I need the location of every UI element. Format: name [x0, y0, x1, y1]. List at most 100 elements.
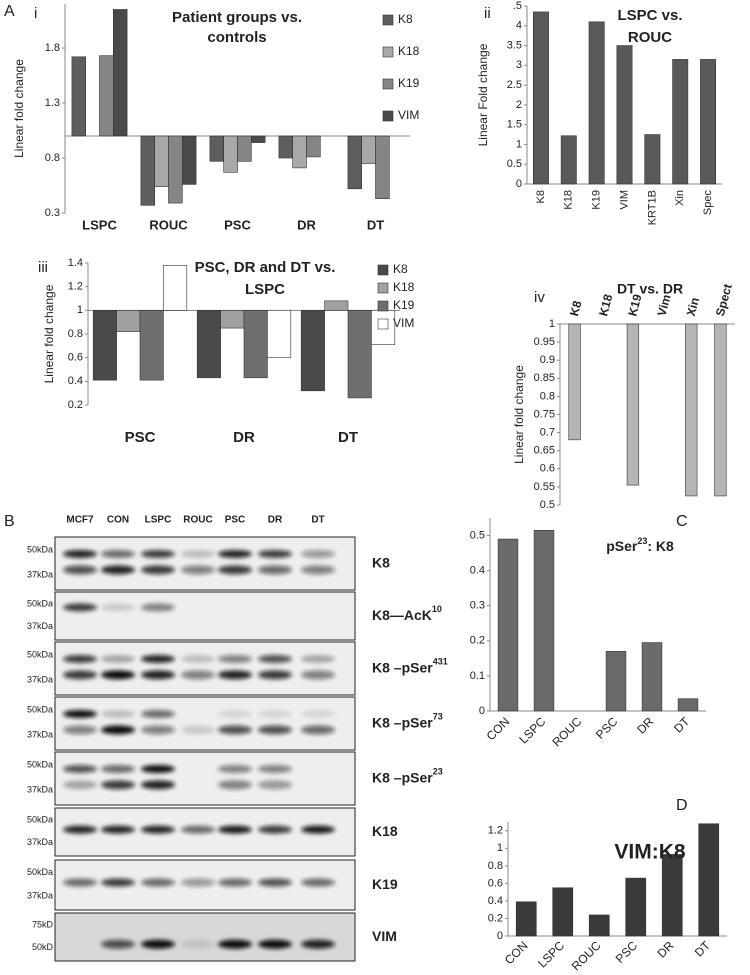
x-tick-label: KRT1B [646, 190, 658, 225]
y-tick-label: 0.2 [68, 399, 83, 411]
y-tick-label: 1 [549, 318, 555, 330]
legend-swatch [377, 300, 389, 312]
panel-label: i [34, 5, 37, 22]
bar [714, 323, 727, 497]
y-tick-label: 0.6 [540, 463, 555, 475]
blot-band [101, 780, 135, 790]
blot-label: K8—AcK10 [372, 604, 442, 622]
x-tick-label: DR [654, 938, 676, 960]
bar [209, 135, 224, 162]
blot-band [218, 670, 252, 680]
blot-band [258, 878, 292, 887]
mw-marker: 37kDa [27, 570, 53, 580]
y-tick-label: 1 [497, 842, 503, 854]
mw-marker: 50kDa [27, 650, 53, 660]
bar [267, 310, 292, 358]
x-tick-label: DT [367, 217, 384, 232]
blot-band [141, 603, 175, 612]
bar [113, 9, 128, 137]
y-tick-label: 0.3 [45, 207, 60, 219]
mw-marker: 37kDa [27, 785, 53, 795]
chart-title: DT vs. DR [617, 281, 683, 297]
blot-band [101, 939, 135, 949]
legend-label: K19 [398, 76, 420, 90]
blot-band [218, 939, 252, 949]
y-tick-label: 0.95 [534, 336, 555, 348]
panel-label: ii [484, 5, 491, 22]
legend-label: K8 [398, 12, 413, 26]
blot-strip [54, 751, 356, 806]
bar [278, 135, 293, 159]
blot-label-text: K19 [372, 876, 398, 892]
blot-band [141, 709, 175, 718]
y-tick-label: 1.8 [45, 42, 60, 54]
blot-band [218, 549, 252, 558]
blot-band [218, 780, 252, 790]
bar [243, 310, 268, 379]
blot-label-text: K8 –pSer [372, 714, 433, 730]
y-tick-label: 0 [516, 178, 522, 190]
blot-band [63, 725, 97, 735]
blot-band [101, 764, 135, 773]
y-tick-label: 0.1 [470, 670, 485, 682]
bar [661, 854, 683, 937]
legend-swatch [382, 110, 394, 122]
bar [99, 55, 114, 137]
y-tick-label: 1.5 [507, 119, 522, 131]
bar [375, 135, 390, 200]
blot-label: K18 [372, 823, 398, 839]
x-tick-label: Spec [702, 190, 714, 216]
y-tick-label: 0.85 [534, 372, 555, 384]
blot-band [218, 654, 252, 663]
bar [641, 642, 663, 712]
bar [223, 135, 238, 173]
y-tick-label: 0.4 [488, 895, 503, 907]
y-tick-label: 0 [479, 705, 485, 717]
panel-letter: D [676, 797, 688, 814]
blot-band [141, 764, 175, 773]
blot-band [258, 764, 292, 773]
x-tick-label: CON [502, 938, 531, 967]
chart-title: LSPC vs. [617, 7, 682, 24]
lane-label: LSPC [145, 515, 172, 526]
x-tick-label: Spect [713, 282, 735, 317]
blot-band [101, 603, 135, 612]
mw-marker: 50kDa [27, 760, 53, 770]
blot-band [63, 780, 97, 790]
blot-label: K8 –pSer73 [372, 712, 443, 730]
blot-band [63, 603, 97, 612]
y-tick-label: 0.55 [534, 481, 555, 493]
blot-label-text: K8—AcK [372, 607, 432, 623]
panel-letter: B [4, 513, 15, 530]
bar [237, 135, 252, 162]
blot-band [141, 825, 175, 834]
lane-label: DT [311, 515, 324, 526]
bar [292, 135, 307, 169]
blot-band [101, 825, 135, 834]
blot-band [258, 654, 292, 663]
x-tick-label: Xin [674, 190, 686, 206]
blot-band [218, 878, 252, 887]
chart-title: pSer23: K8 [606, 536, 674, 553]
blot-band [218, 565, 252, 575]
title-sup: 23 [637, 536, 647, 546]
blot-band [141, 549, 175, 558]
blot-band [101, 725, 135, 735]
x-tick-label: PSC [224, 217, 251, 232]
y-tick-label: 1.3 [45, 97, 60, 109]
blot-band [301, 878, 335, 887]
blot-band [101, 549, 135, 558]
bar [698, 823, 720, 937]
blot-band [63, 654, 97, 663]
lane-label: ROUC [183, 515, 212, 526]
bar [644, 134, 661, 185]
blot-band [301, 825, 335, 834]
blot-band [301, 549, 335, 558]
y-tick-label: 2.5 [507, 79, 522, 91]
panel-letter: A [4, 3, 15, 20]
y-tick-label: 0.8 [68, 328, 83, 340]
x-tick-label: K8 [567, 299, 585, 318]
blot-band [258, 670, 292, 680]
blot-band [181, 565, 215, 575]
